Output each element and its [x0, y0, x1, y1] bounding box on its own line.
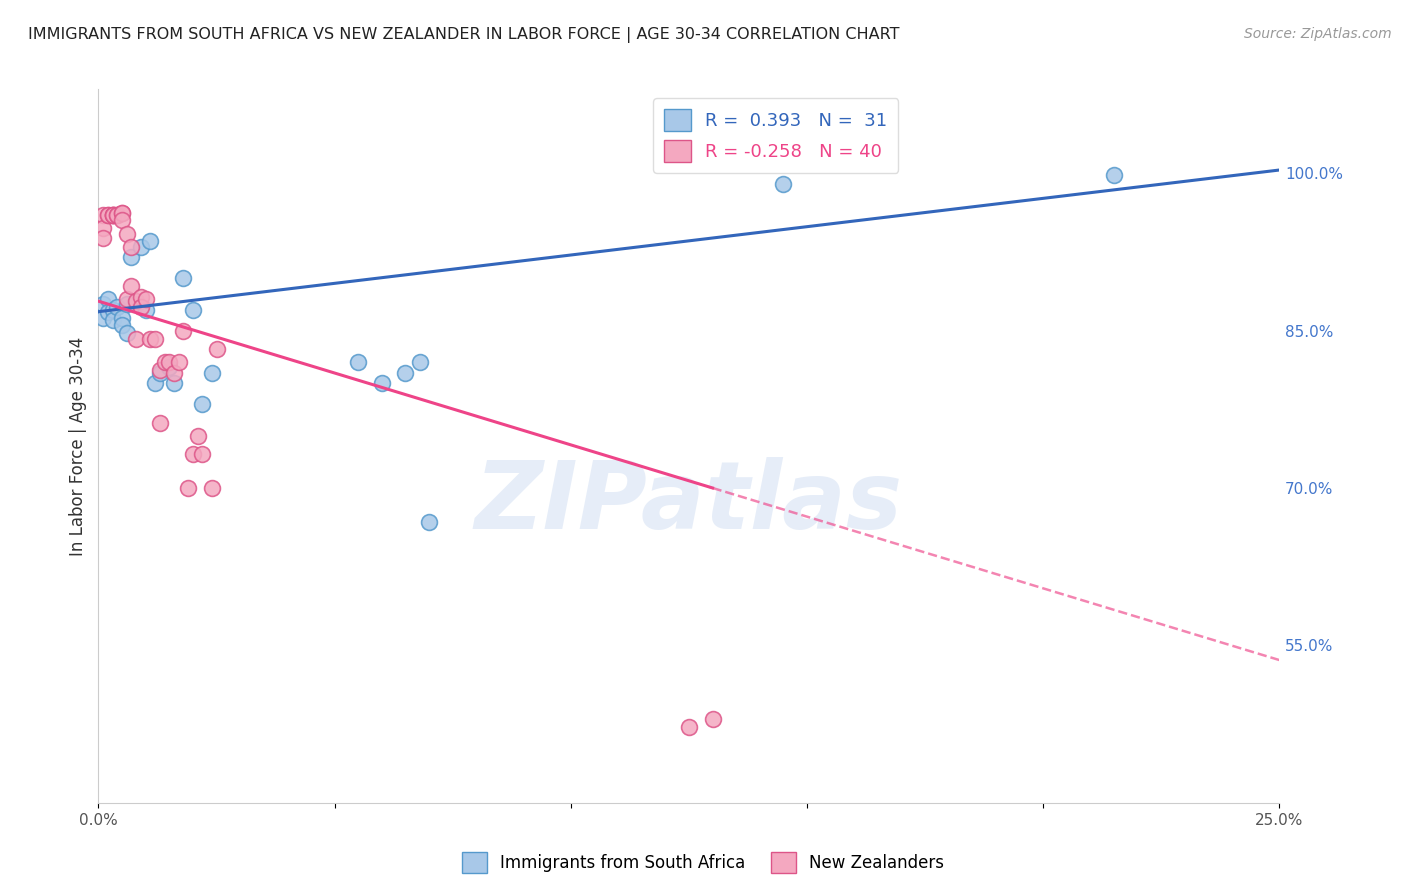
Point — [191, 447, 214, 461]
Point — [101, 302, 124, 317]
Point — [201, 481, 224, 495]
Point — [135, 302, 157, 317]
Point — [418, 515, 440, 529]
Point — [135, 292, 157, 306]
Point — [91, 220, 114, 235]
Point — [97, 208, 120, 222]
Point — [101, 208, 124, 222]
Point — [157, 355, 180, 369]
Point — [205, 343, 228, 357]
Point — [129, 301, 152, 315]
Point — [91, 208, 114, 222]
Point — [157, 360, 180, 375]
Point — [91, 231, 114, 245]
Point — [678, 720, 700, 734]
Text: IMMIGRANTS FROM SOUTH AFRICA VS NEW ZEALANDER IN LABOR FORCE | AGE 30-34 CORRELA: IMMIGRANTS FROM SOUTH AFRICA VS NEW ZEAL… — [28, 27, 900, 43]
Legend: Immigrants from South Africa, New Zealanders: Immigrants from South Africa, New Zealan… — [456, 846, 950, 880]
Point — [191, 397, 214, 411]
Point — [111, 213, 134, 227]
Point — [97, 292, 120, 306]
Text: ZIPatlas: ZIPatlas — [475, 457, 903, 549]
Point — [163, 366, 186, 380]
Point — [143, 376, 166, 390]
Point — [121, 250, 143, 264]
Point — [121, 239, 143, 253]
Point — [125, 294, 148, 309]
Point — [149, 363, 172, 377]
Point — [143, 332, 166, 346]
Point — [115, 227, 138, 241]
Point — [139, 235, 162, 249]
Point — [149, 416, 172, 430]
Point — [163, 376, 186, 390]
Point — [115, 326, 138, 340]
Point — [347, 355, 370, 369]
Point — [115, 292, 138, 306]
Text: Source: ZipAtlas.com: Source: ZipAtlas.com — [1244, 27, 1392, 41]
Point — [129, 239, 152, 253]
Point — [97, 304, 120, 318]
Point — [101, 313, 124, 327]
Point — [111, 206, 134, 220]
Point — [97, 208, 120, 222]
Point — [187, 428, 209, 442]
Point — [105, 208, 128, 222]
Point — [105, 208, 128, 222]
Point — [101, 208, 124, 222]
Point — [111, 318, 134, 333]
Point — [111, 206, 134, 220]
Point — [167, 355, 190, 369]
Point — [101, 208, 124, 222]
Point — [181, 447, 204, 461]
Point — [172, 324, 194, 338]
Point — [181, 302, 204, 317]
Point — [172, 271, 194, 285]
Point — [125, 297, 148, 311]
Point — [772, 177, 794, 191]
Point — [115, 297, 138, 311]
Point — [139, 332, 162, 346]
Point — [702, 712, 724, 726]
Point — [129, 290, 152, 304]
Point — [101, 208, 124, 222]
Y-axis label: In Labor Force | Age 30-34: In Labor Force | Age 30-34 — [69, 336, 87, 556]
Point — [1102, 168, 1125, 182]
Point — [111, 310, 134, 325]
Point — [394, 366, 416, 380]
Point — [91, 297, 114, 311]
Point — [408, 355, 430, 369]
Point — [125, 332, 148, 346]
Point — [201, 366, 224, 380]
Point — [371, 376, 394, 390]
Point — [121, 279, 143, 293]
Point — [105, 301, 128, 315]
Point — [153, 355, 176, 369]
Point — [91, 310, 114, 325]
Point — [177, 481, 200, 495]
Legend: R =  0.393   N =  31, R = -0.258   N = 40: R = 0.393 N = 31, R = -0.258 N = 40 — [652, 98, 898, 173]
Point — [149, 366, 172, 380]
